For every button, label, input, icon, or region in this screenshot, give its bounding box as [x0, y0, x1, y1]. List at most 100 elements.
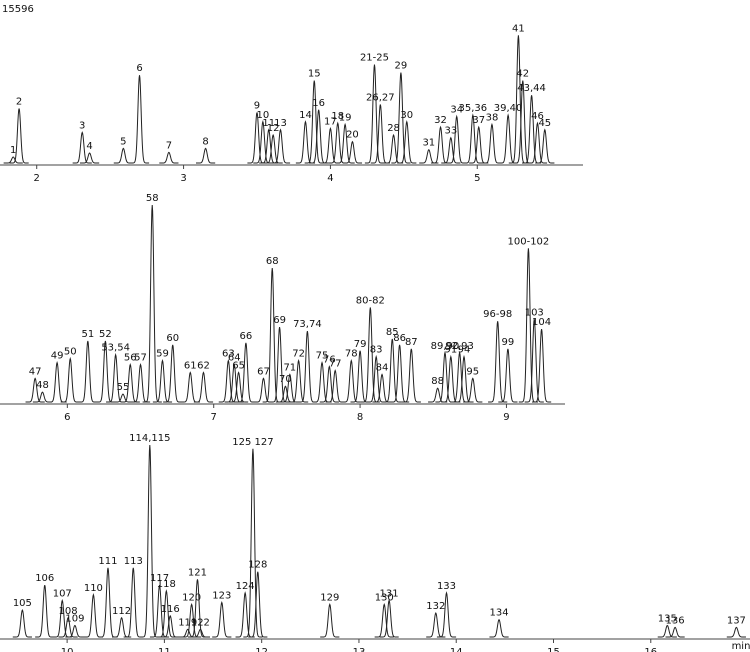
peak-label: 29	[395, 61, 408, 72]
peak	[489, 618, 509, 638]
peak-label: 4	[86, 141, 92, 152]
peak	[9, 108, 29, 164]
peak-label: 38	[486, 112, 499, 123]
peak-label: 48	[36, 380, 49, 391]
peak-label: 117	[150, 573, 169, 584]
peak	[527, 121, 548, 164]
peak-label: 47	[29, 366, 42, 377]
peak	[120, 363, 140, 403]
peak	[665, 626, 685, 638]
peak	[159, 151, 179, 164]
peak	[454, 354, 474, 403]
peak	[123, 567, 143, 638]
peak-label: 79	[354, 339, 367, 350]
peak-label: 35,36	[459, 103, 488, 114]
peak	[259, 128, 279, 164]
peak-label: 72	[292, 349, 305, 360]
peak-label: 86	[393, 333, 406, 344]
peak-label: 109	[65, 613, 84, 624]
peak-label: 105	[13, 598, 32, 609]
peak	[32, 391, 53, 403]
peak	[269, 327, 290, 403]
peak-label: 16	[312, 98, 325, 109]
peak	[95, 340, 115, 403]
peak	[524, 319, 544, 403]
peak	[364, 64, 385, 164]
peak-label: 26,27	[366, 92, 395, 103]
peak-label: 73,74	[293, 319, 322, 330]
peak	[142, 204, 162, 403]
x-tick-label: 6	[64, 412, 70, 423]
peak-label: 65	[232, 360, 245, 371]
peak-label: 62	[197, 360, 210, 371]
peak	[180, 371, 200, 403]
peak	[130, 363, 151, 403]
peak-label: 128	[248, 560, 267, 571]
peak-label: 19	[339, 112, 352, 123]
peak	[383, 133, 404, 164]
peak-label: 80-82	[356, 295, 385, 306]
peak	[243, 448, 263, 638]
peak-label: 120	[182, 592, 201, 603]
peak-label: 52	[99, 329, 112, 340]
peak-label: 57	[134, 353, 147, 364]
peak-label: 110	[84, 583, 103, 594]
x-tick-label: 13	[353, 647, 366, 652]
peak	[218, 358, 238, 403]
x-tick-label: 16	[644, 647, 657, 652]
x-tick-label: 2	[34, 173, 40, 184]
peak	[419, 148, 439, 164]
peak	[270, 128, 291, 164]
peak-label: 10	[256, 110, 269, 121]
peak-label: 58	[146, 193, 159, 204]
peak	[195, 147, 216, 164]
peak-label: 96-98	[483, 309, 512, 320]
peak-label: 100-102	[508, 236, 550, 247]
x-axis-label: min	[732, 641, 750, 652]
peak	[289, 358, 309, 403]
x-tick-label: 11	[158, 647, 171, 652]
peak	[3, 156, 23, 164]
peak-label: 55	[117, 382, 130, 393]
peak-label: 111	[98, 556, 117, 567]
peak	[182, 603, 202, 638]
peak	[193, 371, 214, 403]
peak-label: 107	[53, 589, 72, 600]
peak	[60, 356, 80, 403]
peak-label: 59	[156, 349, 169, 360]
peak-label: 83	[370, 345, 383, 356]
peak	[428, 387, 448, 403]
x-tick-label: 10	[61, 647, 74, 652]
peak	[280, 373, 300, 403]
peak	[401, 348, 421, 403]
peak-label: 88	[431, 376, 444, 387]
peak-label: 92,93	[445, 341, 474, 352]
peak	[47, 361, 67, 403]
peak-label: 37	[472, 115, 485, 126]
peak-label: 6	[136, 63, 142, 74]
peak	[58, 616, 78, 638]
peak-label: 87	[405, 337, 418, 348]
peak-label: 41	[512, 23, 525, 34]
peak	[319, 365, 339, 403]
peak-label: 39,40	[494, 103, 523, 114]
peak	[463, 113, 483, 164]
peak	[253, 377, 274, 403]
peak	[379, 599, 399, 638]
peak	[98, 567, 118, 638]
peak	[320, 127, 341, 164]
peak-label: 131	[380, 589, 399, 600]
peak-label: 113	[124, 556, 143, 567]
peak-label: 12	[267, 123, 280, 134]
peak-label: 69	[273, 315, 286, 326]
peak-label: 76	[323, 355, 336, 366]
peak	[35, 585, 55, 638]
peak	[113, 393, 133, 403]
peak	[112, 616, 132, 638]
peak-label: 129	[320, 592, 339, 603]
peak-label: 67	[257, 366, 270, 377]
x-tick-label: 3	[180, 173, 186, 184]
peak-label: 3	[79, 120, 85, 131]
peak-label: 28	[387, 123, 400, 134]
peak-label: 123	[212, 590, 231, 601]
